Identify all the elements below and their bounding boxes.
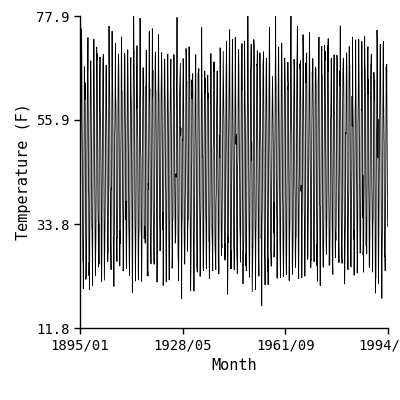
X-axis label: Month: Month	[211, 358, 257, 373]
Y-axis label: Temperature (F): Temperature (F)	[16, 104, 30, 240]
